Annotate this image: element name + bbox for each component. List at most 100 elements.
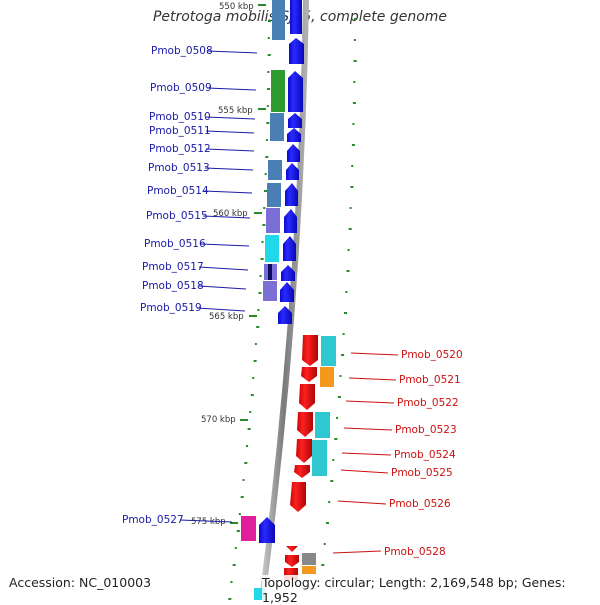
ring-dot [353, 39, 356, 41]
leader-line [206, 87, 257, 91]
gene-label-pmob-0517[interactable]: Pmob_0517 [142, 261, 204, 273]
ring-dot [334, 438, 338, 440]
ring-dot [262, 224, 266, 226]
leader-line [205, 116, 256, 120]
gene-arrow-reverse [285, 555, 299, 567]
ring-dot [258, 292, 262, 294]
gene-arrow-forward [285, 183, 298, 206]
cog-block [267, 183, 281, 207]
cog-block [263, 281, 277, 301]
leader-line [340, 469, 389, 474]
leader-line [198, 266, 249, 271]
kbp-tick-label: 550 kbp [219, 2, 254, 12]
kbp-tick-label: 560 kbp [213, 209, 248, 219]
ring-dot [238, 513, 241, 515]
gene-arrow-forward [286, 163, 299, 180]
gene-arrow-forward [288, 71, 303, 112]
ring-dot [260, 258, 264, 260]
ring-dot [256, 326, 260, 328]
gene-arrow-forward [287, 128, 301, 142]
ring-dot [349, 207, 352, 209]
gene-label-pmob-0512[interactable]: Pmob_0512 [149, 143, 211, 155]
kbp-tick-label: 575 kbp [191, 517, 226, 527]
ring-dot [351, 144, 355, 146]
gene-label-pmob-0514[interactable]: Pmob_0514 [147, 185, 209, 197]
gene-label-pmob-0521[interactable]: Pmob_0521 [399, 374, 461, 386]
gene-label-pmob-0525[interactable]: Pmob_0525 [391, 467, 453, 479]
ring-dot [337, 396, 341, 398]
ring-dot [347, 249, 350, 251]
ring-dot [342, 333, 345, 335]
ring-dot [250, 394, 254, 396]
leader-line [345, 400, 395, 404]
ring-dot [257, 309, 260, 311]
gene-arrow-reverse [299, 384, 315, 410]
ring-dot [326, 522, 329, 524]
cog-block [270, 113, 284, 141]
ring-dot [232, 564, 236, 566]
cog-block [266, 208, 280, 233]
leader-line [202, 215, 251, 219]
leader-line [179, 519, 233, 523]
gene-label-pmob-0511[interactable]: Pmob_0511 [149, 125, 211, 137]
ring-dot [266, 105, 269, 107]
leader-line [205, 148, 255, 152]
gene-label-pmob-0522[interactable]: Pmob_0522 [397, 397, 459, 409]
gene-label-pmob-0515[interactable]: Pmob_0515 [146, 210, 208, 222]
gc-skew-ring-outer [318, 18, 357, 587]
gene-arrow-forward [290, 0, 302, 34]
ring-dot [345, 291, 348, 293]
forward-gene-labels[interactable]: Pmob_0508 Pmob_0509 Pmob_0510 Pmob_0511 … [122, 45, 258, 526]
ring-dot [228, 598, 232, 600]
cog-block [268, 160, 282, 180]
gene-label-pmob-0527[interactable]: Pmob_0527 [122, 514, 184, 526]
ring-dot [267, 37, 270, 39]
gene-arrow-reverse [294, 465, 310, 478]
leader-line [343, 427, 393, 431]
leader-line [348, 377, 397, 381]
ring-dot [246, 445, 248, 447]
ring-dot [332, 459, 335, 461]
gene-label-pmob-0526[interactable]: Pmob_0526 [389, 498, 451, 510]
gene-label-pmob-0509[interactable]: Pmob_0509 [150, 82, 212, 94]
ring-dot [242, 479, 245, 481]
gene-label-pmob-0523[interactable]: Pmob_0523 [395, 424, 457, 436]
ring-dot [353, 60, 357, 62]
ring-dot [266, 122, 270, 124]
ring-dot [254, 343, 257, 345]
gene-label-pmob-0513[interactable]: Pmob_0513 [148, 162, 210, 174]
gene-label-pmob-0519[interactable]: Pmob_0519 [140, 302, 202, 314]
leader-line [203, 190, 253, 194]
kbp-tick-label: 555 kbp [218, 106, 253, 116]
cog-block [241, 516, 256, 541]
gene-label-pmob-0510[interactable]: Pmob_0510 [149, 111, 211, 123]
ring-dot [268, 20, 271, 22]
cog-blocks-forward [241, 0, 285, 600]
gene-arrow-forward [278, 306, 292, 324]
ring-dot [350, 186, 354, 188]
ring-dot [352, 102, 356, 104]
gene-label-pmob-0528[interactable]: Pmob_0528 [384, 546, 446, 558]
leader-line [341, 452, 392, 456]
reverse-gene-labels[interactable]: Pmob_0520 Pmob_0521 Pmob_0522 Pmob_0523 … [332, 349, 463, 558]
ring-dot [261, 241, 264, 243]
cog-blocks-reverse [302, 336, 336, 574]
gene-arrow-forward [280, 282, 294, 302]
ring-dot [348, 228, 352, 230]
ring-dot [341, 354, 345, 356]
gene-label-pmob-0524[interactable]: Pmob_0524 [394, 449, 456, 461]
leader-line [205, 130, 255, 134]
gene-label-pmob-0520[interactable]: Pmob_0520 [401, 349, 463, 361]
ring-dot [330, 480, 334, 482]
cog-block [271, 70, 285, 112]
gc-skew-ring-inner [228, 20, 271, 600]
ring-dot [240, 496, 244, 498]
gene-label-pmob-0518[interactable]: Pmob_0518 [142, 280, 204, 292]
gene-label-pmob-0508[interactable]: Pmob_0508 [151, 45, 213, 57]
ring-dot [267, 88, 271, 90]
ring-dot [265, 156, 269, 158]
gene-label-pmob-0516[interactable]: Pmob_0516 [144, 238, 206, 250]
cog-block [320, 367, 334, 387]
gene-arrow-reverse [286, 546, 298, 552]
